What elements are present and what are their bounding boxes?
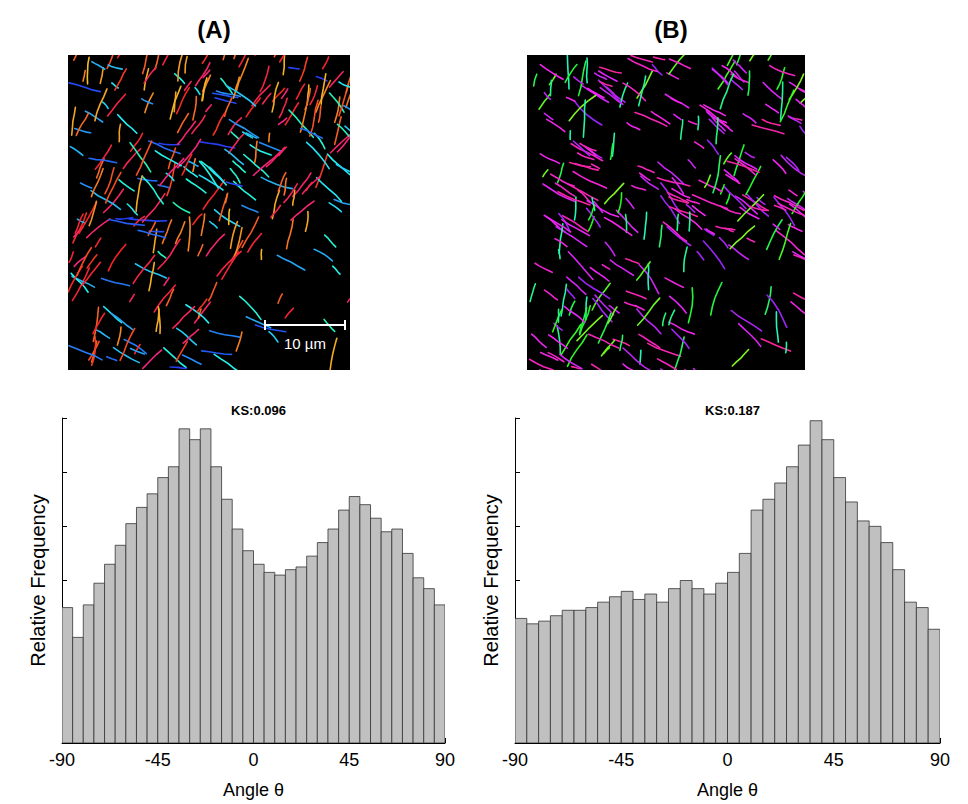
svg-text:(B): (B) [654, 16, 687, 43]
svg-text:0: 0 [722, 750, 732, 770]
svg-text:0: 0 [248, 750, 258, 770]
svg-text:-45: -45 [608, 750, 634, 770]
svg-text:Angle θ: Angle θ [223, 780, 284, 800]
svg-text:10 µm: 10 µm [284, 335, 326, 352]
svg-text:90: 90 [930, 750, 950, 770]
svg-text:45: 45 [824, 750, 844, 770]
svg-text:Relative Frequency: Relative Frequency [27, 494, 49, 666]
svg-text:KS:0.096: KS:0.096 [231, 403, 286, 418]
svg-text:-45: -45 [145, 750, 171, 770]
svg-text:KS:0.187: KS:0.187 [705, 403, 760, 418]
svg-text:90: 90 [435, 750, 455, 770]
svg-text:(A): (A) [197, 16, 230, 43]
svg-text:Relative Frequency: Relative Frequency [480, 494, 502, 666]
svg-text:-90: -90 [502, 750, 528, 770]
svg-text:Angle θ: Angle θ [697, 780, 758, 800]
svg-text:-90: -90 [49, 750, 75, 770]
svg-text:45: 45 [339, 750, 359, 770]
